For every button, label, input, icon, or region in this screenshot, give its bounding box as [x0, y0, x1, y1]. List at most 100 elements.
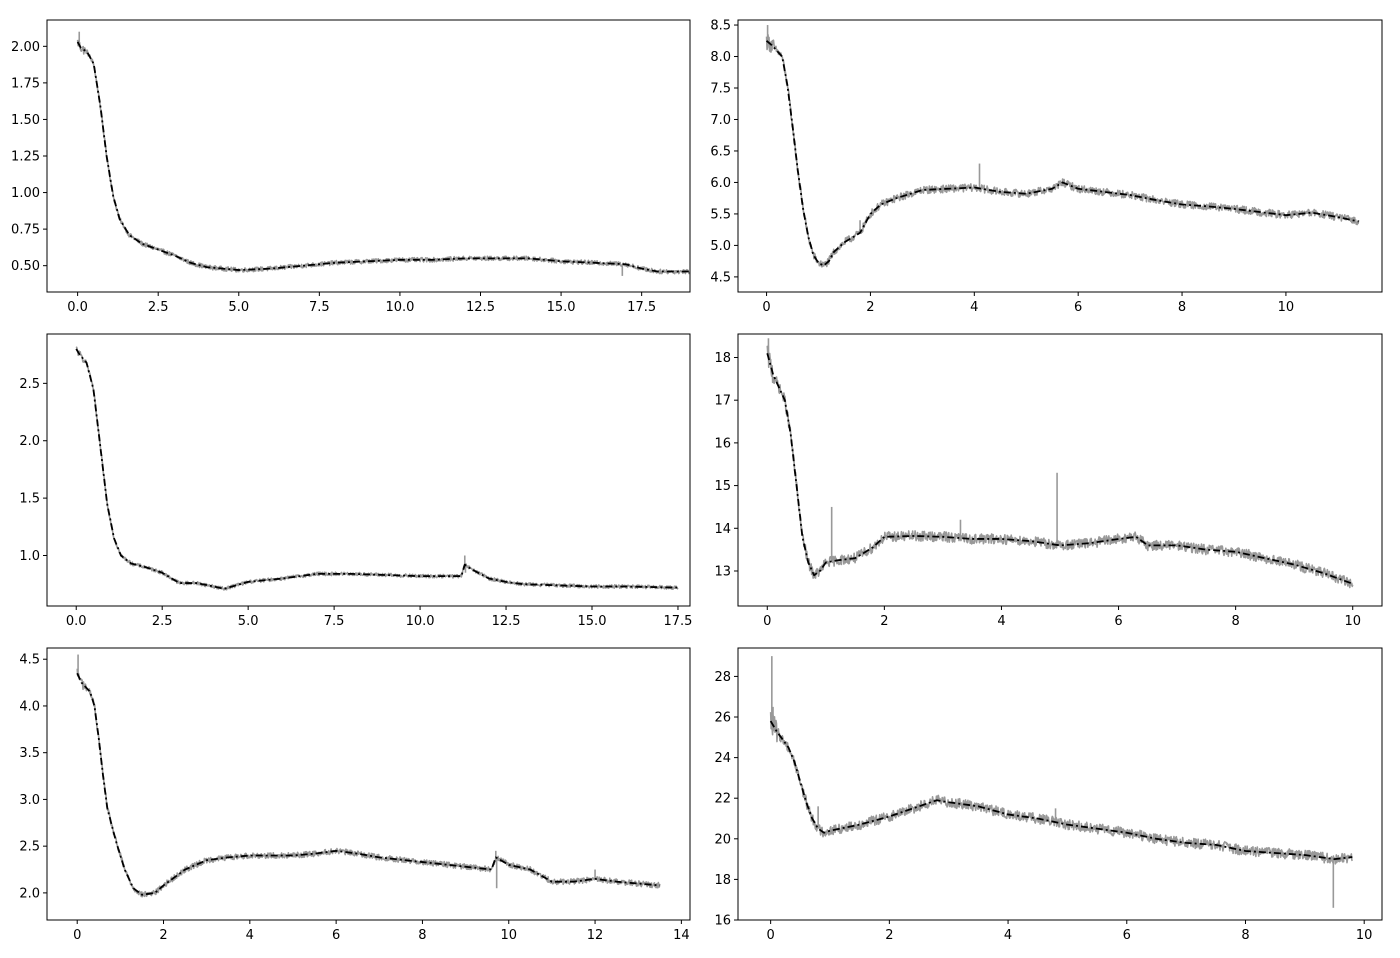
smoothed-series-line: [765, 40, 1359, 267]
y-tick-label: 8.0: [710, 50, 731, 65]
x-tick-label: 2: [880, 614, 888, 629]
x-tick-label: 10: [1278, 300, 1295, 315]
x-tick-label: 17.5: [663, 614, 692, 629]
smoothed-series-line: [76, 41, 690, 273]
subplot-1: 0.0 2.5 5.0 7.5 10.0 12.5 15.0 17.5 0.50 0.75 1.00…: [11, 19, 691, 315]
raw-series-line: [766, 344, 1354, 589]
y-tick-label: 2.0: [19, 886, 40, 901]
y-tick-label: 0.50: [11, 259, 40, 274]
y-tick-label: 4.5: [19, 653, 40, 668]
x-tick-label: 10.0: [385, 300, 414, 315]
y-tick-label: 14: [714, 522, 731, 537]
x-tick-label: 2: [866, 300, 874, 315]
y-tick-label: 2.00: [11, 40, 40, 55]
x-tick-label: 14: [673, 928, 690, 943]
x-tick-label: 6: [1074, 300, 1082, 315]
x-tick-label: 8: [1241, 928, 1249, 943]
y-tick-label: 1.50: [11, 113, 40, 128]
x-tick-label: 2: [159, 928, 167, 943]
raw-series-line: [75, 346, 679, 591]
axes-frame: [46, 19, 691, 293]
x-tick-label: 15.0: [547, 300, 576, 315]
y-tick-label: 24: [714, 751, 731, 766]
axes-frame: [737, 333, 1383, 607]
raw-series-line: [765, 33, 1360, 268]
y-tick-label: 4.0: [19, 699, 40, 714]
plot-area: [769, 656, 1354, 908]
x-tick-label: 2.5: [148, 300, 169, 315]
y-tick-label: 13: [714, 564, 731, 579]
subplot-4: 0 2 4 6 8 10 13 14 15 16 17 18: [714, 333, 1383, 629]
plot-area: [766, 338, 1354, 589]
y-tick-label: 3.0: [19, 793, 40, 808]
x-tick-label: 8: [418, 928, 426, 943]
y-tick-label: 28: [714, 670, 731, 685]
axes-frame: [737, 647, 1383, 921]
x-tick-label: 10: [500, 928, 517, 943]
x-tick-label: 5.0: [238, 614, 259, 629]
x-tick-label: 8: [1231, 614, 1239, 629]
smoothed-series-line: [769, 720, 1353, 860]
y-tick-label: 18: [714, 351, 731, 366]
y-tick-label: 22: [714, 792, 731, 807]
x-tick-label: 4: [970, 300, 978, 315]
y-tick-label: 6.5: [710, 144, 731, 159]
x-tick-label: 6: [332, 928, 340, 943]
x-tick-label: 12.5: [492, 614, 521, 629]
x-tick-label: 0: [763, 614, 771, 629]
x-tick-label: 5.0: [228, 300, 249, 315]
raw-series-line: [76, 668, 661, 898]
axes-frame: [737, 19, 1383, 293]
y-tick-label: 1.25: [11, 150, 40, 165]
x-tick-label: 4: [246, 928, 254, 943]
x-tick-label: 4: [997, 614, 1005, 629]
y-tick-label: 6.0: [710, 176, 731, 191]
x-tick-label: 8: [1178, 300, 1186, 315]
y-tick-label: 1.0: [19, 549, 40, 564]
y-tick-label: 16: [714, 436, 731, 451]
x-tick-label: 4: [1004, 928, 1012, 943]
x-tick-label: 0.0: [66, 614, 87, 629]
axes-frame: [46, 647, 691, 921]
y-tick-label: 2.5: [19, 840, 40, 855]
x-tick-label: 6: [1114, 614, 1122, 629]
x-tick-label: 0.0: [67, 300, 88, 315]
y-tick-label: 8.5: [710, 19, 731, 34]
x-tick-label: 2: [885, 928, 893, 943]
x-tick-label: 2.5: [152, 614, 173, 629]
y-tick-label: 7.0: [710, 113, 731, 128]
x-tick-label: 7.5: [309, 300, 330, 315]
subplot-2: 0 2 4 6 8 10 4.5 5.0 5.5 6.0 6.5 7.0 7.5 8.0 8.5: [710, 19, 1383, 315]
y-tick-label: 1.5: [19, 492, 40, 507]
smoothed-series-line: [766, 352, 1354, 585]
y-tick-label: 3.5: [19, 746, 40, 761]
y-tick-label: 7.5: [710, 82, 731, 97]
y-tick-label: 17: [714, 394, 731, 409]
x-tick-label: 0: [73, 928, 81, 943]
raw-series-line: [76, 39, 690, 275]
x-tick-label: 10: [1344, 614, 1361, 629]
y-tick-label: 20: [714, 832, 731, 847]
y-tick-label: 5.5: [710, 207, 731, 222]
smoothed-series-line: [76, 672, 660, 896]
x-tick-label: 12: [587, 928, 604, 943]
subplot-5: 0 2 4 6 8 10 12 14 2.0 2.5 3.0 3.5 4.0 4.5: [19, 647, 691, 943]
x-tick-label: 17.5: [627, 300, 656, 315]
y-tick-label: 16: [714, 914, 731, 929]
axes-frame: [46, 333, 691, 607]
plot-area: [765, 25, 1360, 268]
x-tick-label: 0: [767, 928, 775, 943]
x-tick-label: 7.5: [324, 614, 345, 629]
raw-series-line: [769, 712, 1354, 865]
y-tick-label: 1.00: [11, 186, 40, 201]
x-tick-label: 10: [1356, 928, 1373, 943]
y-tick-label: 4.5: [710, 270, 731, 285]
y-tick-label: 15: [714, 479, 731, 494]
y-tick-label: 0.75: [11, 223, 40, 238]
y-tick-label: 5.0: [710, 239, 731, 254]
plot-area: [76, 31, 690, 276]
smoothed-series-line: [75, 348, 678, 590]
y-tick-label: 2.5: [19, 377, 40, 392]
